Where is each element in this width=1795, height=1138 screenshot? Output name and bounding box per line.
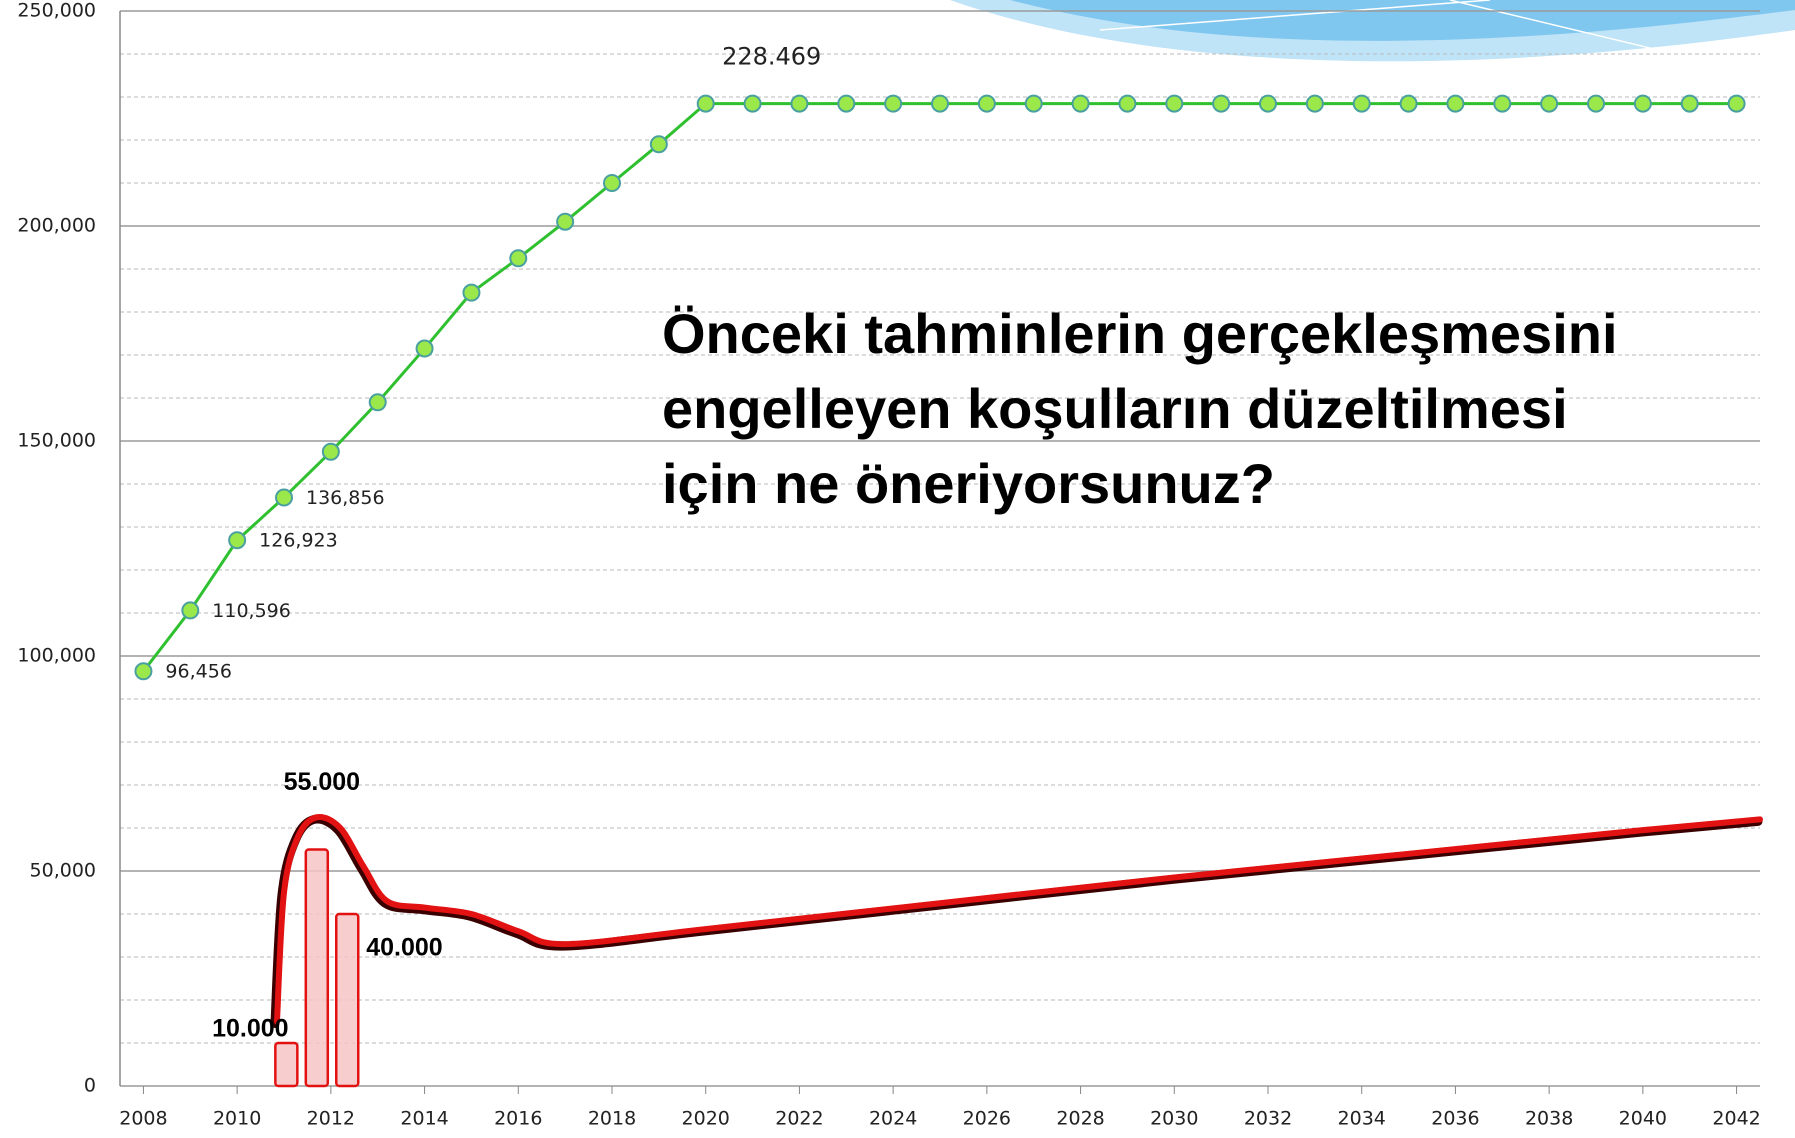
point bbox=[557, 214, 573, 230]
x-tick-label: 2042 bbox=[1712, 1108, 1760, 1130]
point bbox=[463, 285, 479, 301]
x-tick-label: 2040 bbox=[1619, 1108, 1667, 1130]
y-tick-label: 50,000 bbox=[30, 860, 96, 882]
point bbox=[1635, 96, 1651, 112]
point bbox=[1307, 96, 1323, 112]
y-tick-label: 150,000 bbox=[17, 430, 96, 452]
value-label: 126,923 bbox=[259, 530, 338, 552]
annotation: engelleyen koşulların düzeltilmesi bbox=[662, 377, 1568, 440]
x-tick-label: 2036 bbox=[1431, 1108, 1479, 1130]
x-tick-label: 2012 bbox=[307, 1108, 355, 1130]
point bbox=[1494, 96, 1510, 112]
x-tick-label: 2030 bbox=[1150, 1108, 1198, 1130]
point bbox=[1447, 96, 1463, 112]
bar bbox=[336, 914, 358, 1086]
point bbox=[1213, 96, 1229, 112]
point bbox=[510, 250, 526, 266]
point bbox=[1166, 96, 1182, 112]
bar bbox=[306, 850, 328, 1087]
x-tick-label: 2038 bbox=[1525, 1108, 1573, 1130]
point bbox=[1541, 96, 1557, 112]
value-label: 136,856 bbox=[306, 487, 385, 509]
page: Önceki tahminlerin gerçekleşmesini engel… bbox=[0, 0, 1795, 1138]
point bbox=[276, 490, 292, 506]
y-tick-label: 250,000 bbox=[17, 0, 96, 22]
annotation: Önceki tahminlerin gerçekleşmesini bbox=[662, 302, 1618, 365]
value-label: 96,456 bbox=[165, 661, 231, 683]
point bbox=[229, 532, 245, 548]
point bbox=[1588, 96, 1604, 112]
point bbox=[370, 394, 386, 410]
point bbox=[604, 175, 620, 191]
x-tick-label: 2026 bbox=[963, 1108, 1011, 1130]
x-tick-label: 2022 bbox=[775, 1108, 823, 1130]
bar-label: 40.000 bbox=[366, 934, 442, 962]
x-tick-label: 2028 bbox=[1056, 1108, 1104, 1130]
x-tick-label: 2016 bbox=[494, 1108, 542, 1130]
x-tick-label: 2010 bbox=[213, 1108, 261, 1130]
point bbox=[417, 341, 433, 357]
y-tick-label: 100,000 bbox=[17, 645, 96, 667]
x-tick-label: 2034 bbox=[1338, 1108, 1386, 1130]
point bbox=[135, 663, 151, 679]
point bbox=[885, 96, 901, 112]
value-label: 110,596 bbox=[212, 600, 291, 622]
annotation: için ne öneriyorsunuz? bbox=[662, 452, 1275, 515]
chart: Önceki tahminlerin gerçekleşmesini engel… bbox=[0, 0, 1795, 1138]
point bbox=[1073, 96, 1089, 112]
point bbox=[323, 444, 339, 460]
value-label: 228.469 bbox=[722, 43, 821, 71]
x-tick-label: 2014 bbox=[400, 1108, 448, 1130]
point bbox=[791, 96, 807, 112]
series-curve bbox=[277, 817, 1760, 1022]
x-tick-label: 2024 bbox=[869, 1108, 917, 1130]
point bbox=[1729, 96, 1745, 112]
grid bbox=[120, 11, 1760, 1094]
point bbox=[838, 96, 854, 112]
point bbox=[1682, 96, 1698, 112]
point bbox=[1026, 96, 1042, 112]
point bbox=[1354, 96, 1370, 112]
x-tick-label: 2018 bbox=[588, 1108, 636, 1130]
bar-label: 55.000 bbox=[284, 768, 360, 796]
point bbox=[1401, 96, 1417, 112]
y-tick-label: 0 bbox=[84, 1075, 96, 1097]
bar bbox=[275, 1043, 297, 1086]
point bbox=[698, 96, 714, 112]
y-tick-label: 200,000 bbox=[17, 215, 96, 237]
x-tick-label: 2020 bbox=[682, 1108, 730, 1130]
point bbox=[651, 136, 667, 152]
point bbox=[979, 96, 995, 112]
point bbox=[745, 96, 761, 112]
point bbox=[1119, 96, 1135, 112]
bar-label: 10.000 bbox=[212, 1015, 288, 1043]
point bbox=[182, 602, 198, 618]
point bbox=[932, 96, 948, 112]
x-tick-label: 2008 bbox=[119, 1108, 167, 1130]
x-tick-label: 2032 bbox=[1244, 1108, 1292, 1130]
point bbox=[1260, 96, 1276, 112]
decoration bbox=[950, 0, 1795, 61]
